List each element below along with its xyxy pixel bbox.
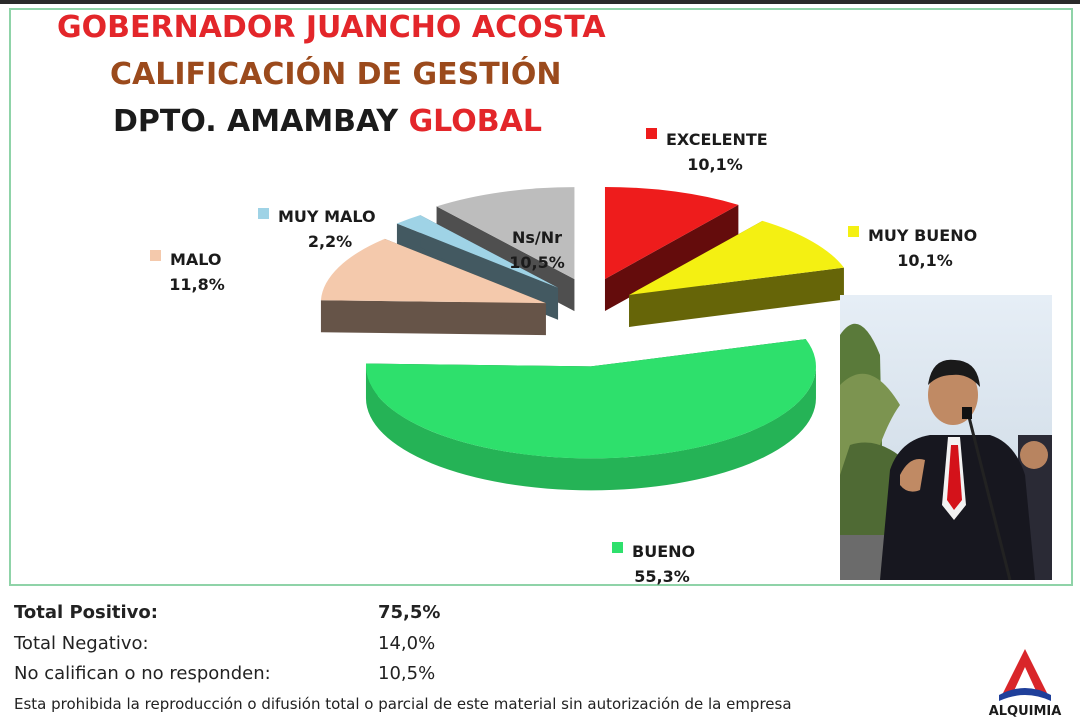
data-label-excelente: 10,1% [687, 155, 743, 174]
title-department: DPTO. AMAMBAY GLOBAL [113, 104, 542, 139]
data-label-bueno: 55,3% [634, 567, 690, 586]
legend-label-excelente: EXCELENTE [666, 130, 768, 149]
legend-swatch-muy-malo [258, 208, 269, 219]
title-governor: GOBERNADOR JUANCHO ACOSTA [57, 10, 606, 45]
title-department-name: DPTO. AMAMBAY [113, 104, 409, 139]
legend-label-ns-nr: Ns/Nr [512, 228, 562, 247]
legend-label-muy-malo: MUY MALO [278, 207, 376, 226]
disclaimer-text: Esta prohibida la reproducción o difusió… [14, 695, 792, 713]
legend-swatch-bueno [612, 542, 623, 553]
summary-negative-label: Total Negativo: [14, 633, 149, 654]
pie-chart: EXCELENTE 10,1% MUY BUENO 10,1% BUENO 55,3% MA… [150, 128, 977, 586]
legend-label-bueno: BUENO [632, 542, 695, 561]
title-rating: CALIFICACIÓN DE GESTIÓN [110, 57, 562, 92]
logo-text: ALQUIMIA [989, 704, 1062, 719]
summary-negative-value: 14,0% [378, 633, 436, 654]
legend-swatch-malo [150, 250, 161, 261]
pie-slice-excelente [604, 186, 739, 311]
title-global: GLOBAL [408, 104, 542, 139]
summary-positive-label: Total Positivo: [14, 602, 158, 623]
chart-frame [9, 8, 1073, 586]
pie-slice-muy-bueno [629, 220, 844, 327]
data-label-muy-malo: 2,2% [308, 232, 352, 251]
pie-slice-bueno [365, 339, 816, 491]
data-label-ns-nr: 10,5% [509, 253, 565, 272]
summary-no-answer-value: 10,5% [378, 663, 436, 684]
pie-slice-malo [320, 238, 546, 336]
legend-label-malo: MALO [170, 250, 222, 269]
alquimia-logo: ALQUIMIA [985, 645, 1065, 719]
top-bar [0, 0, 1080, 4]
summary-no-answer-label: No califican o no responden: [14, 663, 271, 684]
legend-swatch-muy-bueno [848, 226, 859, 237]
data-label-malo: 11,8% [169, 275, 225, 294]
governor-photo [840, 295, 1052, 580]
legend-swatch-excelente [646, 128, 657, 139]
data-label-muy-bueno: 10,1% [897, 251, 953, 270]
legend-label-muy-bueno: MUY BUENO [868, 226, 977, 245]
summary-positive-value: 75,5% [378, 602, 441, 623]
